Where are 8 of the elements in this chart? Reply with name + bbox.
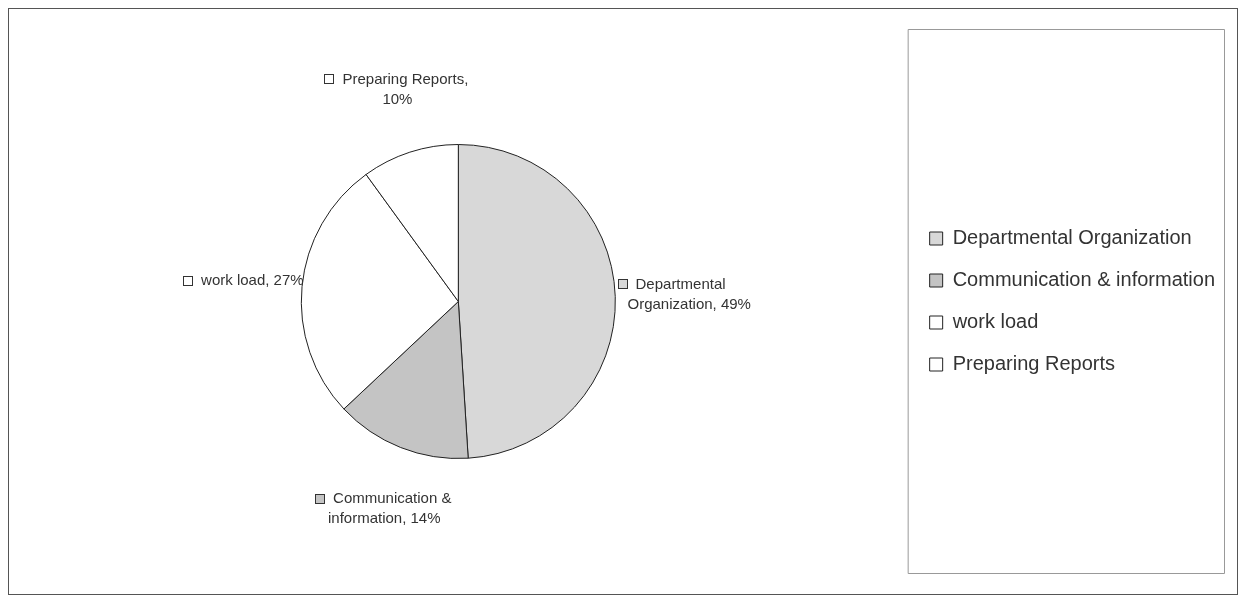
legend-label: Communication & information [952,268,1216,291]
legend-label: Preparing Reports [952,352,1115,375]
data-label: Preparing Reports, 10% [342,69,469,107]
legend-label: Departmental Organization [952,226,1192,249]
data-label: work load, 27% [200,270,304,288]
legend-label: work load [951,310,1039,333]
data-label: Communication & information, 14% [327,488,452,526]
data-label: Departmental Organization, 49% [627,274,751,312]
